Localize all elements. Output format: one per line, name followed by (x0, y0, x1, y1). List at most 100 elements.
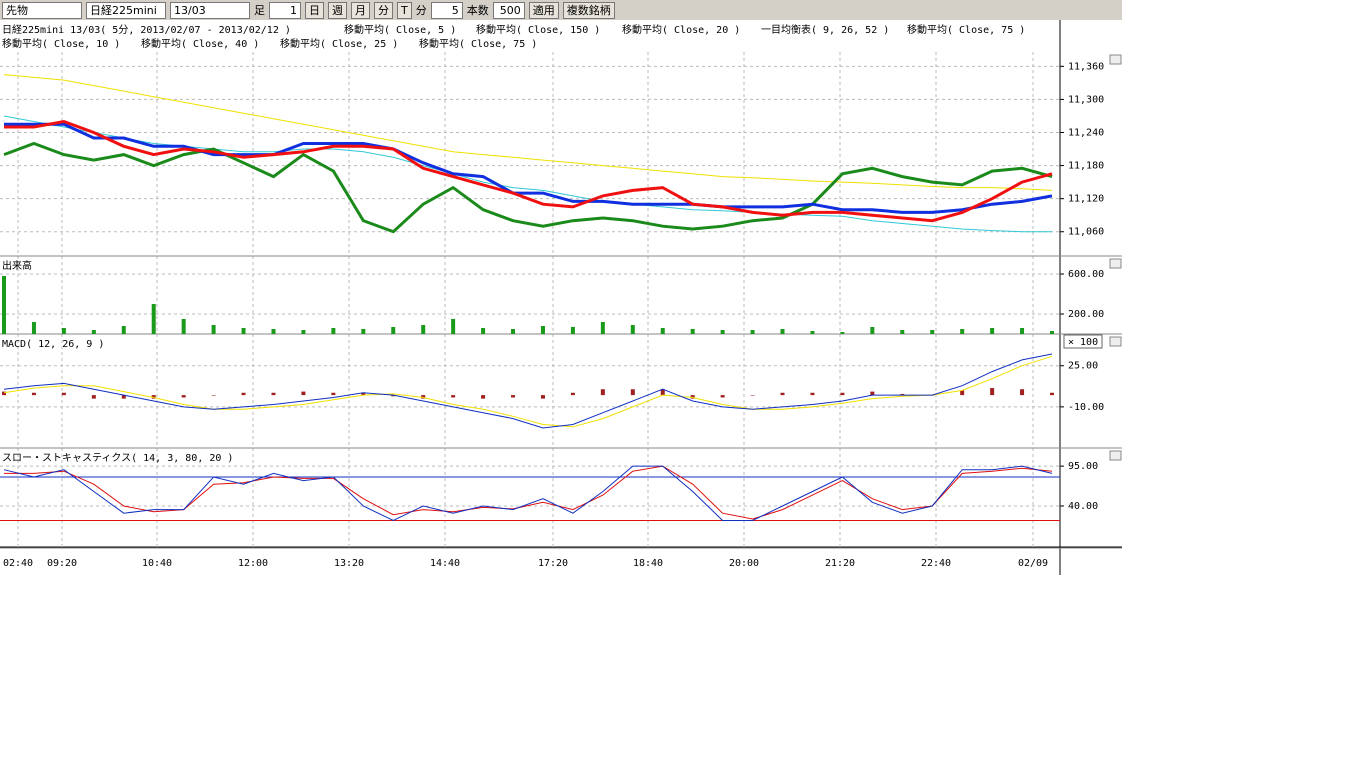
y-tick-label: 11,060 (1068, 227, 1104, 238)
bar (451, 319, 455, 334)
menu-button[interactable] (1110, 451, 1121, 460)
bar (990, 328, 994, 334)
bar (152, 304, 156, 334)
dropdown[interactable]: 13/03 (170, 2, 250, 19)
x-tick-label: 13:20 (334, 558, 364, 569)
x-tick-label: 20:00 (729, 558, 759, 569)
bar (571, 393, 575, 395)
y-tick-label: 25.00 (1068, 361, 1098, 372)
input[interactable]: 500 (493, 2, 525, 19)
x-tick-label: 09:20 (47, 558, 77, 569)
y-tick-label: 95.00 (1068, 461, 1098, 472)
label: 本数 (467, 2, 489, 18)
x-tick-label: 21:20 (825, 558, 855, 569)
x-tick-label: 18:40 (633, 558, 663, 569)
menu-button[interactable] (1110, 55, 1121, 64)
bar (751, 330, 755, 334)
y-tick-label: 40.00 (1068, 501, 1098, 512)
bar (930, 330, 934, 334)
x-tick-label: 22:40 (921, 558, 951, 569)
period-button[interactable]: 週 (328, 2, 347, 19)
menu-button[interactable] (1110, 337, 1121, 346)
y-tick-label: 11,120 (1068, 194, 1104, 205)
legend-text: 移動平均( Close, 150 ) (476, 23, 600, 36)
x-tick-label: 02/09 (1018, 558, 1048, 569)
bar (361, 329, 365, 334)
bar (601, 389, 605, 395)
menu-button[interactable] (1110, 259, 1121, 268)
bar (870, 327, 874, 334)
line (4, 122, 1052, 221)
bar (182, 395, 186, 397)
bar (62, 393, 66, 395)
legend-text: 移動平均( Close, 20 ) (622, 23, 740, 36)
bar (1020, 389, 1024, 395)
bar (301, 330, 305, 334)
bar (421, 325, 425, 334)
line (4, 356, 1052, 427)
bar (1050, 393, 1054, 395)
line (4, 466, 1052, 519)
bar (870, 392, 874, 396)
bar (242, 393, 246, 395)
bar (481, 328, 485, 334)
period-button[interactable]: 日 (305, 2, 324, 19)
bar (62, 328, 66, 334)
line (4, 354, 1052, 428)
bar (92, 395, 96, 399)
dropdown[interactable]: 先物 (2, 2, 82, 19)
legend-text: 一目均衡表( 9, 26, 52 ) (761, 23, 889, 36)
legend-text: 移動平均( Close, 75 ) (907, 23, 1025, 36)
bar (691, 329, 695, 334)
bar (840, 332, 844, 334)
y-tick-label: 200.00 (1068, 309, 1104, 320)
bar (481, 395, 485, 399)
input[interactable]: 1 (269, 2, 301, 19)
bar (631, 325, 635, 334)
bar (601, 322, 605, 334)
input[interactable]: 5 (431, 2, 463, 19)
bar (781, 329, 785, 334)
bar (990, 388, 994, 395)
y-tick-label: 600.00 (1068, 269, 1104, 280)
y-tick-label: 11,300 (1068, 94, 1104, 105)
panel-title: 出来高 (2, 259, 32, 272)
bar (900, 330, 904, 334)
dropdown[interactable]: 日経225mini (86, 2, 166, 19)
bar (960, 329, 964, 334)
y-tick-label: -10.00 (1068, 402, 1104, 413)
toolbar: 先物日経225mini13/03足1日週月分T分5本数500適用複数銘柄 (0, 0, 1122, 20)
bar (661, 328, 665, 334)
y-tick-label: 11,180 (1068, 161, 1104, 172)
period-button[interactable]: 月 (351, 2, 370, 19)
bar (182, 319, 186, 334)
bar (32, 322, 36, 334)
period-button[interactable]: T (397, 2, 412, 19)
scale-note: × 100 (1068, 337, 1098, 348)
bar (541, 395, 545, 399)
bar (242, 328, 246, 334)
label: 足 (254, 2, 265, 18)
bar (511, 395, 515, 397)
legend-text: 移動平均( Close, 5 ) (344, 23, 456, 36)
bar (1020, 328, 1024, 334)
period-button[interactable]: 分 (374, 2, 393, 19)
bar (721, 330, 725, 334)
apply-button[interactable]: 適用 (529, 2, 559, 19)
bar (301, 392, 305, 396)
bar (2, 276, 6, 334)
bar (541, 326, 545, 334)
line (4, 466, 1052, 520)
legend-text: 日経225mini 13/03( 5分, 2013/02/07 - 2013/0… (2, 23, 291, 36)
bar (122, 326, 126, 334)
bar (751, 395, 755, 396)
chart-area: 日経225mini 13/03( 5分, 2013/02/07 - 2013/0… (0, 20, 1366, 768)
panel-title: MACD( 12, 26, 9 ) (2, 339, 104, 350)
y-tick-label: 11,240 (1068, 127, 1104, 138)
bar (391, 327, 395, 334)
bar (810, 331, 814, 334)
bar (271, 393, 275, 395)
multi-button[interactable]: 複数銘柄 (563, 2, 615, 19)
bar (92, 330, 96, 334)
bar (781, 393, 785, 395)
